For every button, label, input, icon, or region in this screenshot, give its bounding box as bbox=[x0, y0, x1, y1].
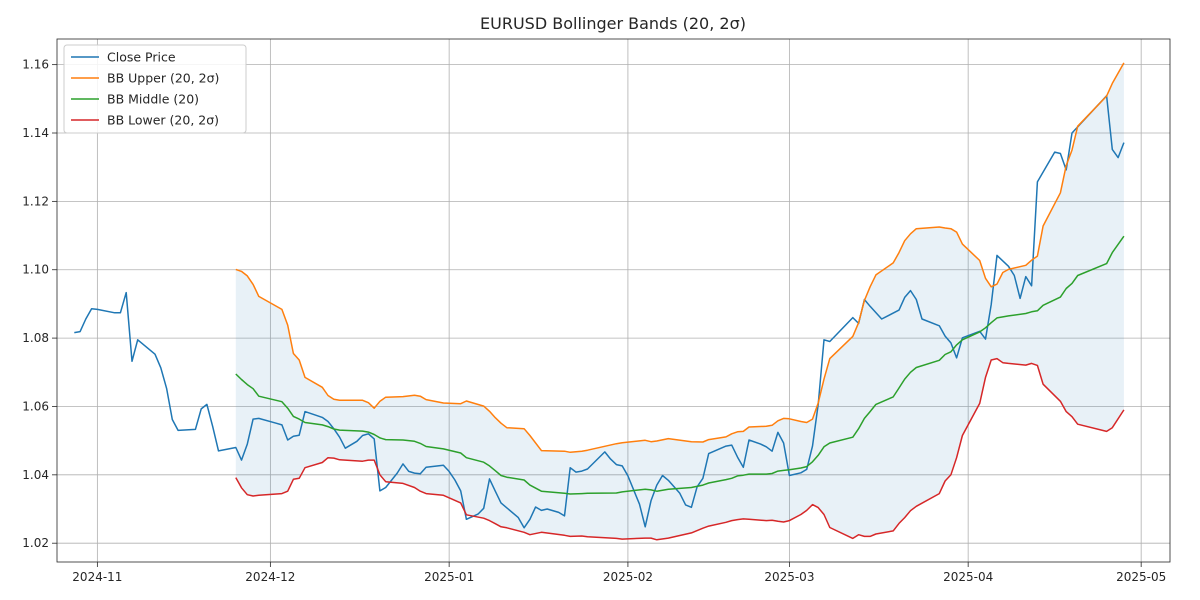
series-line-close-price bbox=[74, 94, 1125, 529]
series-line-bb-middle-20 bbox=[235, 235, 1125, 495]
series-line-bb-upper-20-2 bbox=[235, 62, 1125, 454]
y-tick-label: 1.02 bbox=[22, 536, 49, 550]
bollinger-band-fill bbox=[235, 62, 1124, 540]
x-tick-label: 2025-04 bbox=[943, 570, 993, 584]
legend-label: BB Upper (20, 2σ) bbox=[107, 71, 219, 86]
x-tick-label: 2025-05 bbox=[1116, 570, 1166, 584]
legend-box bbox=[63, 44, 247, 134]
legend: Close Price BB Upper (20, 2σ) BB Middle (2… bbox=[63, 44, 247, 134]
band-fill-layer bbox=[235, 62, 1124, 540]
x-tick-label: 2024-11 bbox=[72, 570, 122, 584]
y-tick-label: 1.12 bbox=[22, 194, 49, 208]
x-tick-label: 2025-01 bbox=[424, 570, 474, 584]
y-tick-label: 1.10 bbox=[22, 263, 49, 277]
series-layer bbox=[74, 62, 1125, 541]
legend-label: BB Lower (20, 2σ) bbox=[107, 113, 219, 128]
legend-label: Close Price bbox=[107, 50, 176, 65]
chart-title: EURUSD Bollinger Bands (20, 2σ) bbox=[480, 14, 746, 33]
y-tick-label: 1.16 bbox=[22, 58, 49, 72]
x-tick-label: 2025-02 bbox=[603, 570, 653, 584]
y-tick-label: 1.04 bbox=[22, 468, 49, 482]
x-tick-label: 2024-12 bbox=[245, 570, 295, 584]
x-tick-label: 2025-03 bbox=[764, 570, 814, 584]
plot-frame bbox=[56, 38, 1171, 563]
y-tick-label: 1.08 bbox=[22, 331, 49, 345]
y-tick-label: 1.14 bbox=[22, 126, 49, 140]
y-tick-label: 1.06 bbox=[22, 399, 49, 413]
series-line-bb-lower-20-2 bbox=[235, 357, 1125, 541]
axes: 2024-11 2024-12 2025-01 2025-02 2025-03 2025-… bbox=[22, 58, 1166, 584]
legend-label: BB Middle (20) bbox=[107, 92, 199, 107]
